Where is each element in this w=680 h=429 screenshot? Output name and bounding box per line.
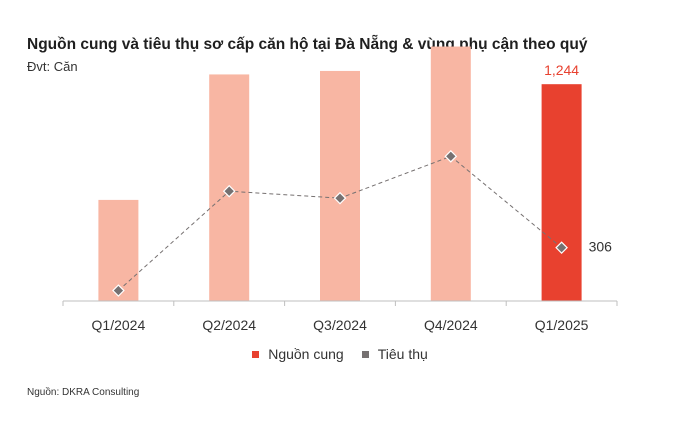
sales-markers bbox=[112, 149, 568, 297]
x-axis-labels: Q1/2024 Q2/2024 Q3/2024 Q4/2024 Q1/2025 bbox=[92, 317, 589, 333]
sales-data-label: 306 bbox=[589, 239, 613, 255]
x-axis-label: Q3/2024 bbox=[313, 317, 367, 333]
x-axis-ticks bbox=[62, 301, 618, 306]
x-axis-label: Q1/2025 bbox=[535, 317, 589, 333]
legend-item-supply: Nguồn cung bbox=[252, 346, 344, 362]
sales-marker-q1-2024 bbox=[112, 284, 125, 297]
sales-marker-q3-2024 bbox=[333, 191, 347, 205]
legend: Nguồn cung Tiêu thụ bbox=[0, 346, 680, 362]
x-axis-label: Q1/2024 bbox=[92, 317, 146, 333]
legend-swatch-supply bbox=[252, 351, 260, 358]
legend-label-supply: Nguồn cung bbox=[268, 346, 344, 362]
supply-bar-q1-2024 bbox=[98, 199, 139, 301]
sales-marker-q1-2025 bbox=[555, 241, 568, 255]
x-axis-label: Q2/2024 bbox=[202, 317, 256, 333]
supply-bar-q4-2024 bbox=[430, 46, 471, 301]
supply-bar-q3-2024 bbox=[320, 70, 360, 301]
sales-marker-q2-2024 bbox=[222, 184, 236, 198]
legend-swatch-sales bbox=[361, 351, 369, 358]
supply-bar-q1-2025 bbox=[541, 84, 582, 301]
source-note: Nguồn: DKRA Consulting bbox=[27, 387, 140, 398]
x-axis-label: Q4/2024 bbox=[424, 317, 478, 333]
legend-label-sales: Tiêu thụ bbox=[377, 346, 428, 362]
sales-marker-q4-2024 bbox=[444, 149, 458, 163]
legend-item-sales: Tiêu thụ bbox=[361, 346, 428, 362]
supply-bars bbox=[98, 46, 582, 301]
unit-label: Đvt: Căn bbox=[27, 59, 78, 74]
supply-data-label: 1,244 bbox=[544, 62, 579, 78]
data-labels: 1,244 306 bbox=[544, 62, 612, 254]
